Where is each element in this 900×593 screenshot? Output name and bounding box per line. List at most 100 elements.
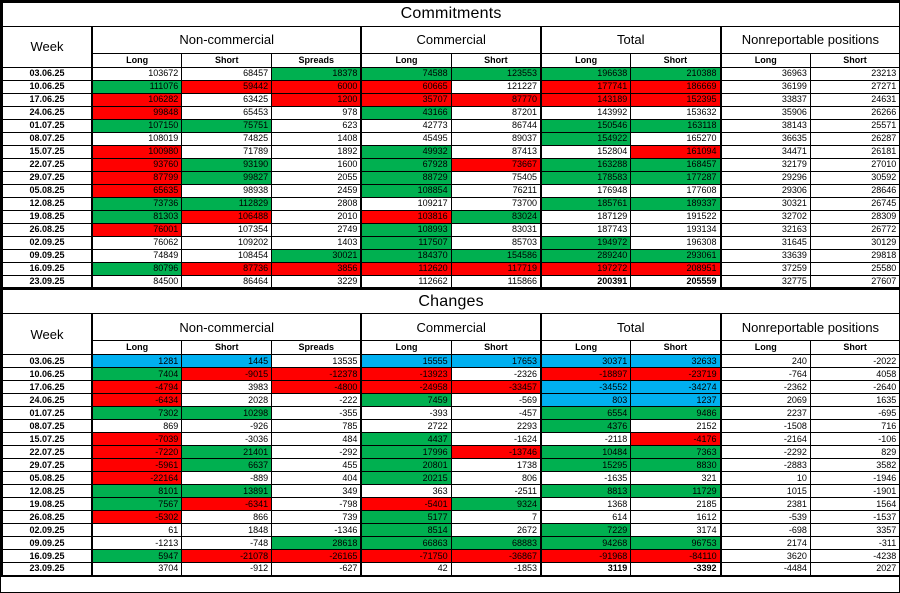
table-row: 24.06.25 99848 65453 978 43166 87201 143992 153… — [1, 105, 900, 120]
data-cell: -91968 — [539, 549, 632, 563]
data-cell: 26772 — [809, 222, 900, 237]
table-row: 19.08.25 7567 -6341 -798 -5401 9324 1368 2185 23… — [1, 497, 900, 511]
data-cell: 76211 — [450, 183, 542, 198]
sub-header-long: Long — [91, 52, 183, 68]
table-row: 17.06.25 106282 63425 1200 35707 87770 143189 1… — [1, 92, 900, 107]
table-row: 09.09.25 -1213 -748 28618 66863 68883 94268 967… — [1, 536, 900, 550]
data-cell: -71750 — [360, 549, 452, 563]
data-cell: 89037 — [450, 131, 542, 146]
data-cell: 29818 — [809, 248, 900, 263]
data-cell: -926 — [181, 419, 273, 433]
data-cell: 83024 — [450, 209, 542, 224]
data-cell: 26287 — [809, 131, 900, 146]
week-cell: 22.07.25 — [1, 157, 93, 172]
data-cell: 121227 — [450, 79, 542, 94]
data-cell: 4437 — [360, 432, 452, 446]
data-cell: 165270 — [630, 131, 722, 146]
data-cell: 36635 — [719, 131, 811, 146]
data-cell: 154922 — [539, 131, 632, 146]
sub-header-spreads: Spreads — [271, 340, 362, 355]
data-cell: 1738 — [450, 458, 542, 472]
data-cell: -106 — [809, 432, 900, 446]
data-cell: 2749 — [271, 222, 362, 237]
data-cell: 85703 — [450, 235, 542, 250]
table-row: 16.09.25 5947 -21078 -26165 -71750 -36867 -919… — [1, 549, 900, 563]
data-cell: 187743 — [539, 222, 632, 237]
data-cell: -1853 — [450, 562, 542, 576]
data-cell: 17996 — [360, 445, 452, 459]
data-cell: 28618 — [271, 536, 362, 550]
sub-header-long: Long — [360, 340, 452, 355]
data-cell: -2292 — [719, 445, 811, 459]
data-cell: 2459 — [271, 183, 362, 198]
data-cell: -2022 — [809, 354, 900, 368]
week-cell: 03.06.25 — [1, 354, 93, 368]
data-cell: 150546 — [539, 118, 632, 133]
week-cell: 23.09.25 — [1, 562, 93, 576]
week-cell: 19.08.25 — [1, 497, 93, 511]
sub-header-short: Short — [809, 52, 900, 68]
data-cell: 289240 — [539, 248, 632, 263]
data-cell: 2027 — [809, 562, 900, 576]
sub-header-spreads: Spreads — [271, 52, 362, 68]
data-cell: 30129 — [809, 235, 900, 250]
data-cell: 84500 — [91, 274, 183, 289]
week-column-header: Week — [1, 25, 93, 68]
data-cell: 9324 — [450, 497, 542, 511]
data-cell: -36867 — [450, 549, 542, 563]
data-cell: -1346 — [271, 523, 362, 537]
data-cell: 177608 — [630, 183, 722, 198]
week-cell: 24.06.25 — [1, 393, 93, 407]
data-cell: 363 — [360, 484, 452, 498]
data-cell: 28646 — [809, 183, 900, 198]
data-cell: 8830 — [630, 458, 722, 472]
data-cell: 5947 — [91, 549, 183, 563]
data-cell: 614 — [539, 510, 632, 524]
sub-header-short: Short — [450, 340, 542, 355]
data-cell: 455 — [271, 458, 362, 472]
data-cell: -7220 — [91, 445, 183, 459]
data-cell: 869 — [91, 419, 183, 433]
table-row: 09.09.25 74849 108454 30021 184370 154586 2892… — [1, 248, 900, 263]
data-cell: 2174 — [719, 536, 811, 550]
data-cell: 74825 — [181, 131, 273, 146]
data-cell: 26266 — [809, 105, 900, 120]
data-cell: 30592 — [809, 170, 900, 185]
group-header-commercial: Commercial — [360, 313, 542, 341]
data-cell: 106488 — [181, 209, 273, 224]
data-cell: 66863 — [360, 536, 452, 550]
data-cell: 2185 — [630, 497, 722, 511]
data-cell: 103816 — [360, 209, 452, 224]
data-cell: 5177 — [360, 510, 452, 524]
week-cell: 02.09.25 — [1, 523, 93, 537]
data-cell: 152395 — [630, 92, 722, 107]
table-row: 23.09.25 84500 86464 3229 112662 115866 200391… — [1, 274, 900, 289]
table-row: 29.07.25 -5961 6637 455 20801 1738 15295 8830 -2… — [1, 458, 900, 472]
data-cell: -2164 — [719, 432, 811, 446]
data-cell: 111076 — [91, 79, 183, 94]
week-cell: 16.09.25 — [1, 261, 93, 276]
data-cell: 210388 — [630, 66, 722, 81]
table-row: 15.07.25 100980 71789 1892 49932 87413 152804 1… — [1, 144, 900, 159]
table-row: 05.08.25 -22164 -889 404 20215 806 -1635 321 10-… — [1, 471, 900, 485]
data-cell: 117719 — [450, 261, 542, 276]
data-cell: 38143 — [719, 118, 811, 133]
week-cell: 02.09.25 — [1, 235, 93, 250]
section-title: Commitments — [1, 1, 900, 27]
table-row: 03.06.25 103672 68457 18378 74588 123553 19663… — [1, 66, 900, 81]
table-row: 22.07.25 93760 93190 1600 67928 73667 163288 16… — [1, 157, 900, 172]
data-cell: 63425 — [181, 92, 273, 107]
data-cell: -4238 — [809, 549, 900, 563]
data-cell: 13891 — [181, 484, 273, 498]
data-cell: -2640 — [809, 380, 900, 394]
week-cell: 26.08.25 — [1, 510, 93, 524]
data-cell: -1508 — [719, 419, 811, 433]
data-cell: 866 — [181, 510, 273, 524]
data-cell: -22164 — [91, 471, 183, 485]
data-cell: 20801 — [360, 458, 452, 472]
data-cell: 100980 — [91, 144, 183, 159]
data-cell: 36963 — [719, 66, 811, 81]
data-cell: 7229 — [539, 523, 632, 537]
data-cell: 108019 — [91, 131, 183, 146]
data-cell: 1445 — [181, 354, 273, 368]
